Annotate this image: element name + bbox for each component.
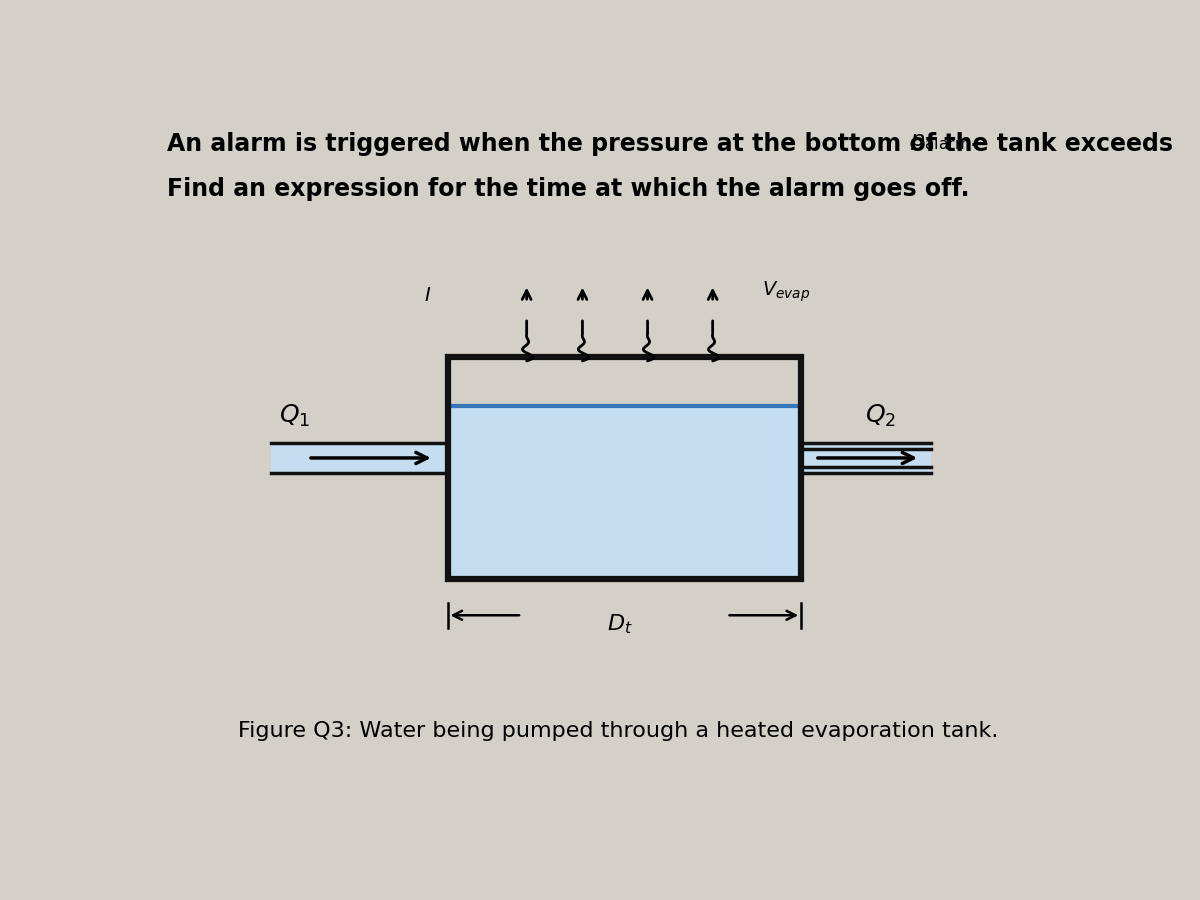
Text: An alarm is triggered when the pressure at the bottom of the tank exceeds: An alarm is triggered when the pressure … [167,132,1181,157]
Text: $Q_1$: $Q_1$ [278,403,310,429]
Text: $V_{evap}$: $V_{evap}$ [762,279,810,304]
Text: $D_t$: $D_t$ [607,613,632,636]
Text: I: I [425,285,430,304]
Text: $Q_2$: $Q_2$ [864,403,895,429]
Text: Find an expression for the time at which the alarm goes off.: Find an expression for the time at which… [167,177,970,202]
Bar [448,406,802,580]
Bar [448,357,802,580]
Text: $p_\mathrm{alarm}$.: $p_\mathrm{alarm}$. [910,132,977,152]
Bar [271,443,448,473]
Bar [802,443,931,473]
Text: Figure Q3: Water being pumped through a heated evaporation tank.: Figure Q3: Water being pumped through a … [239,721,998,742]
